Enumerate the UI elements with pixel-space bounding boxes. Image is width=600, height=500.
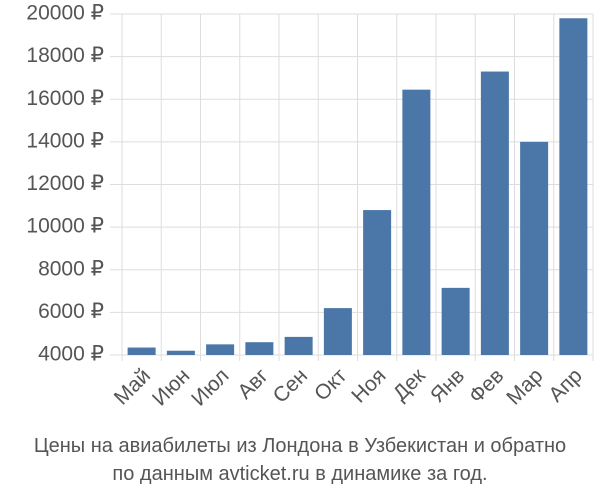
- bar-9: [441, 287, 470, 355]
- x-tick-label: Дек: [389, 364, 431, 406]
- bar-4: [245, 342, 274, 355]
- price-bar-chart: 4000 ₽ 6000 ₽ 8000 ₽ 10000 ₽ 12000 ₽ 14000 ₽ 1…: [26, 2, 594, 411]
- bar-11: [520, 141, 549, 355]
- bar-5: [284, 336, 313, 355]
- bars: [127, 18, 588, 356]
- x-tick-label: Май: [110, 364, 155, 409]
- bar-2: [166, 350, 195, 355]
- x-tick-label: Июл: [187, 364, 233, 410]
- x-tick-label: Фев: [465, 364, 509, 408]
- y-tick-label: 14000 ₽: [26, 129, 104, 152]
- bar-1: [127, 347, 156, 355]
- x-tick-label: Ноя: [347, 364, 390, 407]
- y-tick-label: 16000 ₽: [26, 87, 104, 110]
- x-tick-label: Сен: [269, 364, 312, 407]
- y-axis-tick-labels: 4000 ₽ 6000 ₽ 8000 ₽ 10000 ₽ 12000 ₽ 14000 ₽ 1…: [26, 2, 104, 366]
- bar-3: [206, 344, 235, 355]
- chart-caption-line-2: по данным avticket.ru в динамике за год.: [112, 463, 488, 485]
- bar-12: [559, 18, 588, 355]
- x-tick-label: Авг: [233, 364, 273, 404]
- x-tick-label: Июн: [148, 364, 194, 410]
- chart-caption-line-1: Цены на авиабилеты из Лондона в Узбекист…: [33, 435, 567, 457]
- y-tick-label: 8000 ₽: [38, 257, 104, 280]
- bar-6: [323, 308, 352, 355]
- y-tick-label: 18000 ₽: [26, 44, 104, 67]
- y-tick-label: 20000 ₽: [26, 2, 104, 25]
- bar-7: [363, 210, 392, 355]
- grid-lines: [110, 13, 594, 361]
- y-tick-label: 4000 ₽: [38, 343, 104, 366]
- y-tick-label: 6000 ₽: [38, 300, 104, 323]
- x-tick-label: Мар: [502, 364, 547, 409]
- y-tick-label: 12000 ₽: [26, 172, 104, 195]
- x-tick-label: Апр: [544, 364, 586, 406]
- x-tick-label: Янв: [426, 364, 469, 407]
- y-tick-label: 10000 ₽: [26, 215, 104, 238]
- bar-8: [402, 89, 431, 356]
- bar-10: [480, 71, 509, 355]
- x-tick-label: Окт: [310, 364, 352, 406]
